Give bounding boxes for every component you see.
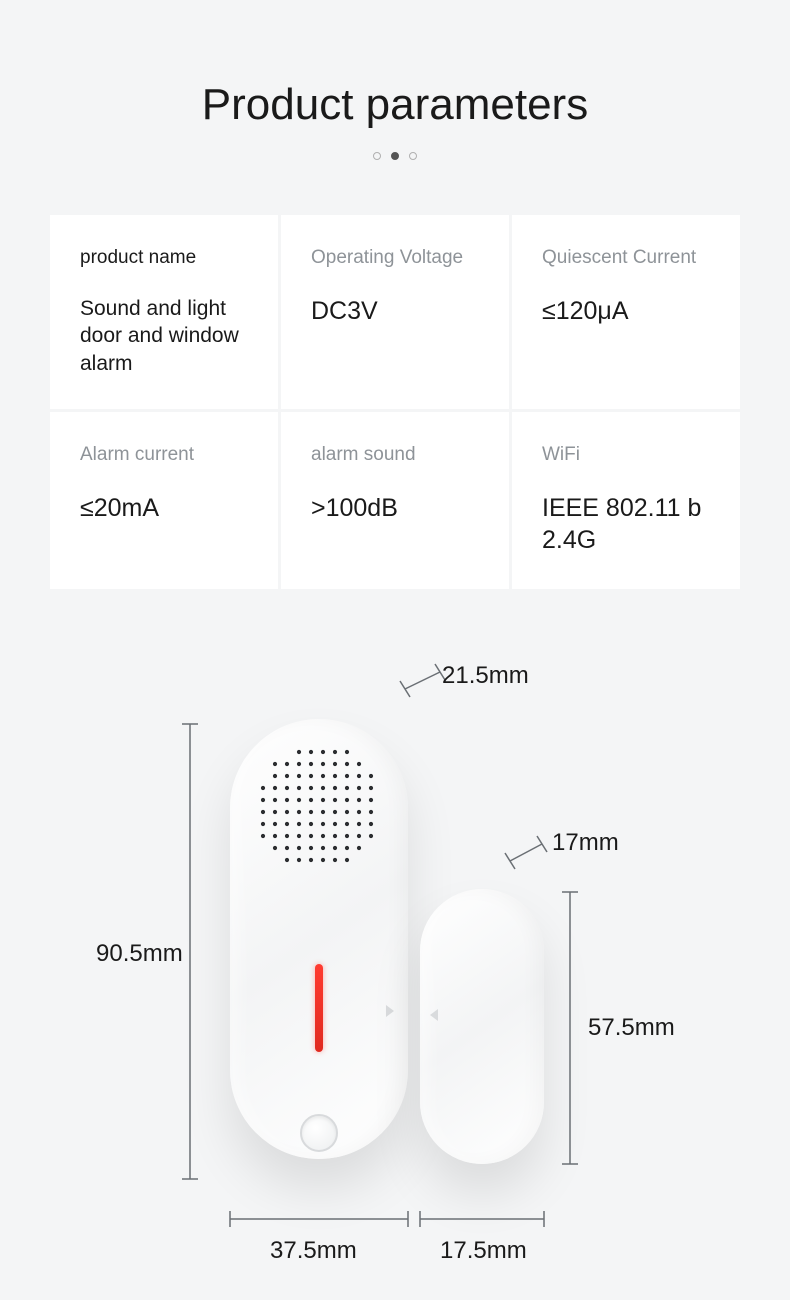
dim-small-depth: 17mm	[552, 829, 619, 857]
spec-value: IEEE 802.11 b 2.4G	[542, 492, 718, 557]
spec-cell: alarm sound >100dB	[281, 412, 509, 589]
spec-label: Alarm current	[80, 444, 256, 466]
spec-label: WiFi	[542, 444, 718, 466]
spec-value: ≤20mA	[80, 492, 256, 525]
spec-cell: Alarm current ≤20mA	[50, 412, 278, 589]
dimension-guides	[0, 644, 790, 1294]
spec-value: DC3V	[311, 295, 487, 328]
spec-label: Quiescent Current	[542, 247, 718, 269]
dim-small-height: 57.5mm	[588, 1014, 675, 1042]
dot-active	[391, 152, 399, 160]
dot	[373, 152, 381, 160]
spec-value: ≤120μA	[542, 295, 718, 328]
spec-cell: product name Sound and light door and wi…	[50, 215, 278, 409]
pagination-dots	[0, 152, 790, 160]
dot	[409, 152, 417, 160]
spec-label: Operating Voltage	[311, 247, 487, 269]
spec-cell: Quiescent Current ≤120μA	[512, 215, 740, 409]
dim-main-height: 90.5mm	[96, 940, 183, 968]
dim-small-width: 17.5mm	[440, 1237, 527, 1265]
page-title: Product parameters	[0, 0, 790, 130]
spec-value: Sound and light door and window alarm	[80, 295, 256, 377]
spec-grid: product name Sound and light door and wi…	[50, 215, 740, 589]
spec-cell: WiFi IEEE 802.11 b 2.4G	[512, 412, 740, 589]
dim-main-width: 37.5mm	[270, 1237, 357, 1265]
dimension-illustration: 90.5mm 37.5mm 17.5mm 57.5mm 21.5mm 17mm	[0, 644, 790, 1294]
spec-value: >100dB	[311, 492, 487, 525]
spec-label: product name	[80, 247, 256, 269]
dim-main-depth: 21.5mm	[442, 662, 529, 690]
spec-label: alarm sound	[311, 444, 487, 466]
spec-cell: Operating Voltage DC3V	[281, 215, 509, 409]
